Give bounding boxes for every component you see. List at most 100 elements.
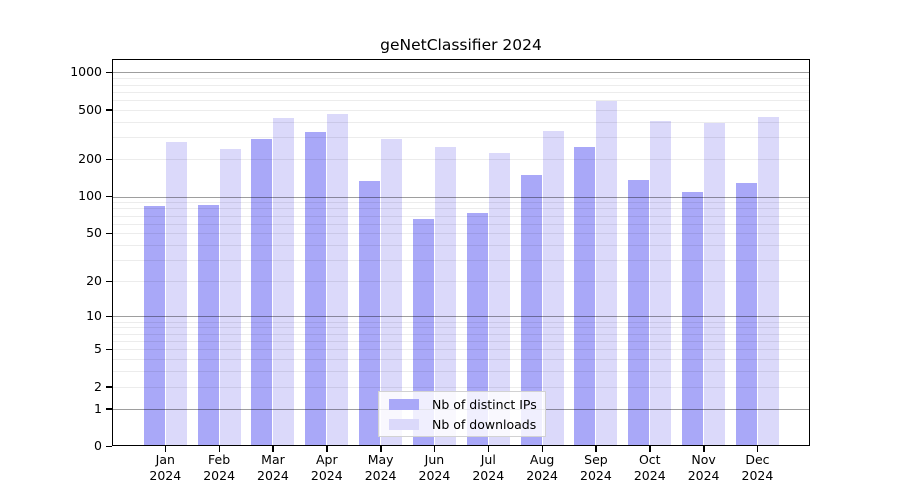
y-tick-20 bbox=[106, 280, 112, 283]
plot-area: Nb of distinct IPs Nb of downloads bbox=[112, 59, 810, 446]
x-label-month: Dec bbox=[745, 452, 770, 467]
legend-label-downloads: Nb of downloads bbox=[432, 416, 537, 432]
x-label-month: Jul bbox=[480, 452, 496, 467]
x-tick-mar bbox=[272, 446, 274, 452]
x-label-month: Feb bbox=[208, 452, 231, 467]
x-tick-label-nov: Nov 2024 bbox=[673, 452, 735, 484]
x-label-month: Oct bbox=[638, 452, 661, 467]
y-tick-label-1: 1 bbox=[94, 400, 102, 416]
x-tick-jan bbox=[164, 446, 167, 452]
x-tick-sep bbox=[595, 446, 597, 452]
y-tick-label-50: 50 bbox=[86, 225, 102, 241]
legend-label-distinct-ips: Nb of distinct IPs bbox=[432, 396, 537, 412]
bar-distinct-ips-aug bbox=[520, 175, 542, 446]
x-label-month: Aug bbox=[529, 452, 555, 467]
x-tick-label-aug: Aug 2024 bbox=[511, 452, 573, 484]
bar-distinct-ips-apr bbox=[305, 131, 327, 446]
y-tick-1 bbox=[106, 408, 112, 410]
y-tick-label-0: 0 bbox=[94, 438, 102, 453]
y-tick-label-5: 5 bbox=[94, 341, 102, 357]
y-tick-label-200: 200 bbox=[78, 151, 102, 167]
bar-downloads-may bbox=[381, 139, 403, 446]
legend: Nb of distinct IPs Nb of downloads bbox=[378, 391, 546, 437]
bar-distinct-ips-mar bbox=[251, 139, 273, 446]
bar-downloads-feb bbox=[219, 148, 241, 446]
x-tick-feb bbox=[218, 446, 221, 452]
bar-distinct-ips-oct bbox=[628, 179, 650, 446]
x-label-year: 2024 bbox=[310, 468, 343, 483]
x-tick-label-feb: Feb 2024 bbox=[188, 452, 250, 484]
y-tick-1000 bbox=[106, 71, 112, 74]
x-label-year: 2024 bbox=[687, 468, 720, 483]
y-tick-label-500: 500 bbox=[78, 101, 102, 117]
x-label-year: 2024 bbox=[526, 468, 559, 483]
y-tick-0 bbox=[106, 445, 112, 447]
x-tick-label-jan: Jan 2024 bbox=[134, 452, 196, 484]
y-tick-50 bbox=[106, 232, 112, 235]
x-tick-label-jun: Jun 2024 bbox=[403, 452, 465, 484]
x-tick-nov bbox=[703, 446, 705, 452]
x-tick-label-mar: Mar 2024 bbox=[242, 452, 304, 484]
x-label-year: 2024 bbox=[149, 468, 182, 483]
x-tick-aug bbox=[541, 446, 544, 452]
bar-distinct-ips-nov bbox=[682, 191, 704, 446]
bar-downloads-jun bbox=[434, 147, 456, 446]
x-tick-label-oct: Oct 2024 bbox=[619, 452, 681, 484]
x-label-year: 2024 bbox=[364, 468, 397, 483]
bar-downloads-oct bbox=[650, 121, 672, 446]
x-label-month: Jan bbox=[155, 452, 175, 467]
x-label-year: 2024 bbox=[472, 468, 505, 483]
y-tick-10 bbox=[106, 315, 112, 318]
x-tick-label-may: May 2024 bbox=[350, 452, 412, 484]
legend-swatch-downloads bbox=[389, 418, 419, 430]
bar-distinct-ips-dec bbox=[735, 183, 757, 446]
y-tick-label-20: 20 bbox=[86, 273, 102, 289]
bar-downloads-jan bbox=[165, 142, 187, 446]
legend-swatch-distinct-ips bbox=[389, 398, 419, 410]
x-label-year: 2024 bbox=[741, 468, 774, 483]
x-tick-may bbox=[380, 446, 382, 452]
x-label-month: Sep bbox=[584, 452, 608, 467]
x-label-year: 2024 bbox=[257, 468, 289, 483]
x-label-month: Nov bbox=[691, 452, 716, 467]
x-tick-label-apr: Apr 2024 bbox=[296, 452, 358, 484]
x-label-month: May bbox=[367, 452, 394, 467]
bar-downloads-apr bbox=[327, 114, 349, 446]
legend-item-distinct-ips: Nb of distinct IPs bbox=[389, 396, 537, 412]
x-tick-oct bbox=[649, 446, 651, 452]
x-label-year: 2024 bbox=[633, 468, 666, 483]
y-tick-label-2: 2 bbox=[94, 378, 102, 394]
bar-distinct-ips-jan bbox=[143, 206, 165, 446]
bar-distinct-ips-sep bbox=[574, 147, 596, 446]
x-label-month: Mar bbox=[261, 452, 285, 467]
x-tick-label-jul: Jul 2024 bbox=[457, 452, 519, 484]
x-label-year: 2024 bbox=[418, 468, 451, 483]
bar-downloads-dec bbox=[757, 117, 779, 446]
bar-distinct-ips-jun bbox=[412, 219, 434, 446]
y-tick-label-1000: 1000 bbox=[70, 64, 102, 80]
x-label-month: Apr bbox=[315, 452, 338, 467]
x-tick-apr bbox=[326, 446, 328, 452]
bars-layer bbox=[112, 59, 810, 446]
legend-item-downloads: Nb of downloads bbox=[389, 416, 537, 432]
bar-distinct-ips-may bbox=[359, 181, 381, 446]
bar-downloads-mar bbox=[273, 118, 295, 446]
bar-distinct-ips-jul bbox=[466, 212, 488, 446]
y-tick-500 bbox=[106, 109, 112, 111]
bar-downloads-aug bbox=[542, 131, 564, 446]
x-label-year: 2024 bbox=[203, 468, 236, 483]
x-tick-label-sep: Sep 2024 bbox=[565, 452, 627, 484]
chart-title: geNetClassifier 2024 bbox=[380, 36, 542, 54]
bar-downloads-jul bbox=[488, 152, 510, 446]
x-tick-dec bbox=[756, 446, 759, 452]
x-tick-label-dec: Dec 2024 bbox=[726, 452, 788, 484]
y-tick-label-100: 100 bbox=[78, 188, 102, 204]
x-label-year: 2024 bbox=[580, 468, 612, 483]
x-label-month: Jun bbox=[424, 452, 445, 467]
y-tick-100 bbox=[106, 195, 112, 198]
bar-distinct-ips-feb bbox=[197, 204, 219, 446]
y-tick-200 bbox=[106, 158, 112, 161]
y-tick-2 bbox=[106, 386, 112, 388]
bar-downloads-sep bbox=[596, 100, 618, 446]
